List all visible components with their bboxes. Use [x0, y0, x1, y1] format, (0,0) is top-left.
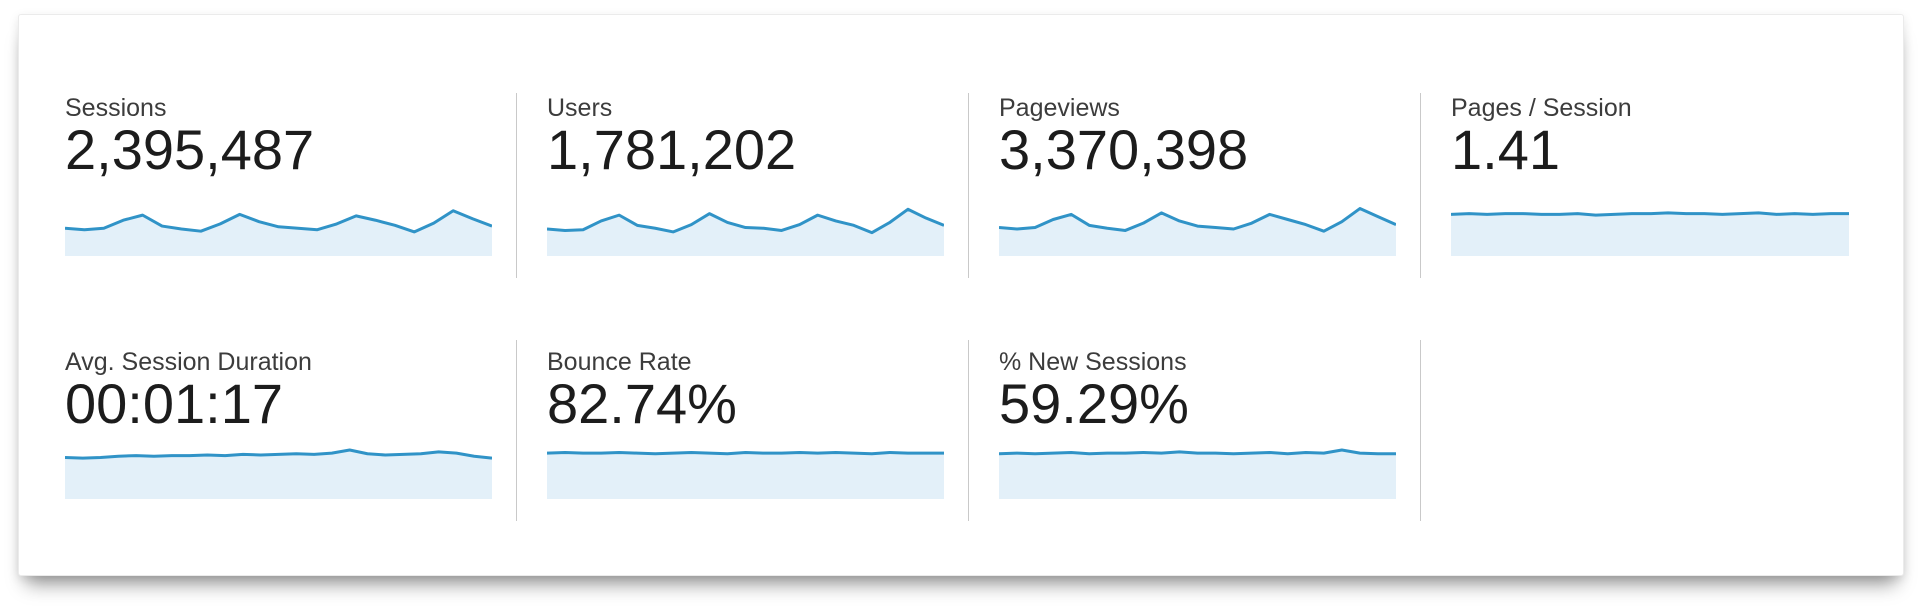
- avg-session-duration-sparkline: [65, 437, 492, 499]
- sessions-label: Sessions: [65, 94, 167, 122]
- pages-per-session-label: Pages / Session: [1451, 94, 1632, 122]
- pageviews-value: 3,370,398: [999, 118, 1249, 181]
- metric-card-percent-new-sessions[interactable]: % New Sessions 59.29%: [969, 340, 1421, 521]
- pages-per-session-value: 1.41: [1451, 118, 1560, 181]
- avg-session-duration-value: 00:01:17: [65, 372, 283, 435]
- sessions-value: 2,395,487: [65, 118, 315, 181]
- users-sparkline: [547, 183, 944, 256]
- sessions-sparkline: [65, 183, 492, 256]
- pages-per-session-sparkline: [1451, 183, 1849, 256]
- bounce-rate-sparkline: [547, 437, 944, 499]
- bounce-rate-value: 82.74%: [547, 372, 737, 435]
- bounce-rate-label: Bounce Rate: [547, 348, 692, 376]
- empty-metric-cell: [1421, 340, 1873, 521]
- metric-card-bounce-rate[interactable]: Bounce Rate 82.74%: [517, 340, 969, 521]
- metrics-row-2: Avg. Session Duration 00:01:17 Bounce Ra…: [65, 340, 1873, 521]
- metrics-row-1: Sessions 2,395,487 Users 1,781,202 Pagev…: [65, 93, 1873, 278]
- percent-new-sessions-value: 59.29%: [999, 372, 1189, 435]
- pageviews-sparkline: [999, 183, 1396, 256]
- metric-card-users[interactable]: Users 1,781,202: [517, 93, 969, 278]
- users-label: Users: [547, 94, 613, 122]
- pageviews-label: Pageviews: [999, 94, 1120, 122]
- percent-new-sessions-label: % New Sessions: [999, 348, 1187, 376]
- users-value: 1,781,202: [547, 118, 797, 181]
- avg-session-duration-label: Avg. Session Duration: [65, 348, 312, 376]
- percent-new-sessions-sparkline: [999, 437, 1396, 499]
- metric-card-pageviews[interactable]: Pageviews 3,370,398: [969, 93, 1421, 278]
- metric-card-avg-session-duration[interactable]: Avg. Session Duration 00:01:17: [65, 340, 517, 521]
- metrics-overview-panel: Sessions 2,395,487 Users 1,781,202 Pagev…: [18, 14, 1904, 576]
- metric-card-pages-per-session[interactable]: Pages / Session 1.41: [1421, 93, 1873, 278]
- metric-card-sessions[interactable]: Sessions 2,395,487: [65, 93, 517, 278]
